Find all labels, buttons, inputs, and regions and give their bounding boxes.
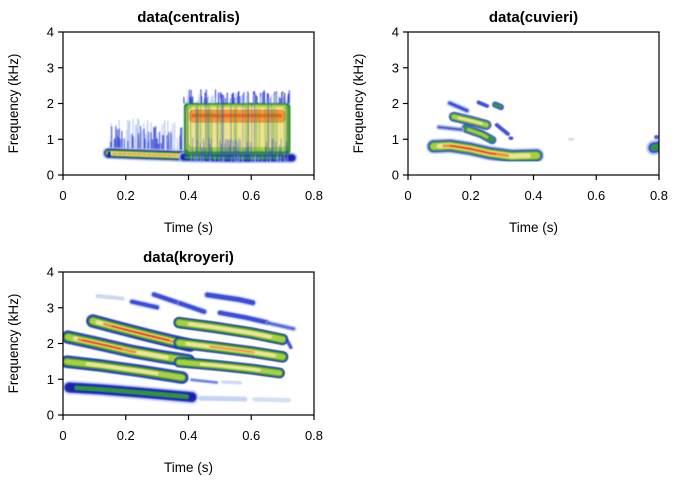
y-tick-label: 4 bbox=[47, 25, 54, 40]
y-tick-label: 1 bbox=[47, 132, 54, 147]
y-axis-label: Frequency (kHz) bbox=[351, 54, 366, 154]
band-contour bbox=[112, 152, 181, 157]
y-tick-label: 0 bbox=[392, 168, 399, 183]
band-contour bbox=[252, 397, 292, 403]
y-tick-label: 1 bbox=[392, 132, 399, 147]
x-axis-label: Time (s) bbox=[509, 220, 558, 235]
x-tick-label: 0.4 bbox=[179, 428, 197, 443]
y-tick-label: 0 bbox=[47, 168, 54, 183]
panel-centralis: 0 0.2 0.4 0.6 0.8 0 1 2 3 4 data(centralis) Time (s… bbox=[6, 9, 323, 235]
x-tick-label: 0.8 bbox=[305, 428, 323, 443]
band-contour bbox=[74, 385, 189, 399]
y-tick-label: 3 bbox=[392, 60, 399, 75]
x-tick-label: 0.8 bbox=[305, 188, 323, 203]
spectrogram-marks bbox=[426, 100, 659, 164]
band-contour bbox=[437, 125, 463, 131]
x-axis-label: Time (s) bbox=[164, 220, 213, 235]
x-tick-label: 0 bbox=[59, 188, 66, 203]
band-dot bbox=[107, 151, 111, 159]
band-dot bbox=[654, 135, 659, 140]
spectrogram-centralis bbox=[102, 89, 298, 164]
spectrogram-marks bbox=[63, 290, 297, 405]
band-contour bbox=[466, 128, 489, 139]
band-contour bbox=[95, 294, 125, 301]
band-contour bbox=[266, 321, 296, 331]
y-axis-label: Frequency (kHz) bbox=[6, 54, 21, 154]
y-tick-label: 4 bbox=[392, 25, 399, 40]
spectrogram-cuvieri bbox=[426, 100, 659, 164]
y-tick-label: 4 bbox=[47, 265, 54, 280]
chart-title: data(kroyeri) bbox=[143, 249, 234, 266]
x-tick-label: 0.6 bbox=[587, 188, 605, 203]
x-tick-label: 0.2 bbox=[462, 188, 480, 203]
x-tick-label: 0.4 bbox=[524, 188, 542, 203]
band-contour bbox=[449, 144, 497, 155]
band-contour bbox=[457, 116, 483, 125]
band-contour bbox=[494, 123, 510, 136]
y-tick-label: 2 bbox=[47, 336, 54, 351]
band-contour bbox=[190, 378, 218, 384]
band-contour bbox=[209, 345, 255, 354]
band-contour bbox=[285, 338, 293, 350]
band-contour bbox=[221, 380, 243, 385]
band-contour bbox=[111, 325, 170, 342]
y-tick-label: 2 bbox=[47, 96, 54, 111]
band-contour bbox=[81, 339, 122, 350]
band-contour bbox=[129, 299, 160, 310]
y-tick-label: 0 bbox=[47, 408, 54, 423]
spike-comb bbox=[186, 93, 288, 104]
band-contour bbox=[204, 292, 256, 306]
band-contour bbox=[217, 310, 270, 325]
band-dot bbox=[508, 136, 514, 140]
x-axis-label: Time (s) bbox=[164, 460, 213, 475]
band-contour bbox=[493, 103, 503, 109]
y-tick-label: 3 bbox=[47, 60, 54, 75]
y-axis-label: Frequency (kHz) bbox=[6, 294, 21, 394]
x-tick-label: 0.2 bbox=[117, 188, 135, 203]
band-contour bbox=[198, 395, 248, 402]
x-tick-label: 0.6 bbox=[242, 188, 260, 203]
band-contour bbox=[187, 322, 273, 339]
x-tick-label: 0.4 bbox=[179, 188, 197, 203]
band-contour bbox=[650, 143, 659, 151]
band-contour bbox=[178, 301, 207, 314]
spike-comb bbox=[185, 100, 288, 158]
chart-title: data(cuvieri) bbox=[489, 9, 578, 26]
band-contour bbox=[448, 101, 469, 113]
band-contour bbox=[151, 292, 182, 306]
spectrogram-kroyeri bbox=[63, 290, 297, 405]
spectrogram-marks bbox=[102, 89, 298, 164]
band-contour bbox=[476, 100, 490, 108]
x-tick-label: 0.8 bbox=[650, 188, 668, 203]
band-contour bbox=[199, 362, 261, 372]
y-tick-label: 1 bbox=[47, 372, 54, 387]
x-tick-label: 0 bbox=[59, 428, 66, 443]
band-contour bbox=[85, 362, 159, 376]
y-tick-label: 2 bbox=[392, 96, 399, 111]
x-tick-label: 0.6 bbox=[242, 428, 260, 443]
panel-kroyeri: 0 0.2 0.4 0.6 0.8 0 1 2 3 4 data(kroyeri) Time (s) F… bbox=[6, 249, 323, 475]
spike-comb bbox=[185, 137, 288, 160]
y-tick-label: 3 bbox=[47, 300, 54, 315]
band-dot bbox=[568, 137, 575, 141]
x-tick-label: 0 bbox=[404, 188, 411, 203]
chart-title: data(centralis) bbox=[137, 9, 240, 26]
panel-cuvieri: 0 0.2 0.4 0.6 0.8 0 1 2 3 4 data(cuvieri) Time (s) F… bbox=[351, 9, 668, 235]
x-tick-label: 0.2 bbox=[117, 428, 135, 443]
